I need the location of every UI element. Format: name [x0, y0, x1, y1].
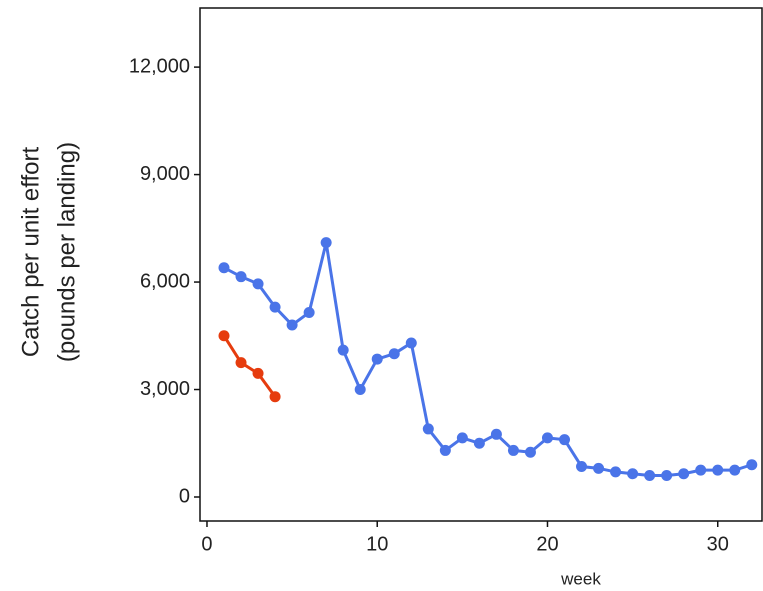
data-point	[422, 423, 434, 435]
x-tick-label: 10	[366, 533, 388, 555]
data-point	[218, 330, 230, 342]
data-point	[218, 262, 230, 274]
y-tick-label: 9,000	[140, 163, 190, 185]
data-point	[371, 353, 383, 365]
data-point	[354, 384, 366, 396]
data-point	[559, 434, 571, 446]
y-axis-label: (pounds per landing)	[53, 142, 80, 362]
x-tick-label: 20	[536, 533, 558, 555]
data-point	[235, 357, 247, 369]
data-point	[337, 344, 349, 356]
y-tick-label: 3,000	[140, 378, 190, 400]
data-point	[627, 468, 639, 480]
data-point	[286, 319, 298, 331]
data-point	[576, 461, 588, 473]
data-point	[712, 464, 724, 476]
data-point	[252, 278, 264, 290]
data-point	[490, 428, 502, 440]
x-tick-label: 0	[201, 533, 212, 555]
series-line	[223, 242, 753, 478]
y-tick-label: 6,000	[140, 270, 190, 292]
data-point	[388, 348, 400, 360]
data-point	[729, 464, 741, 476]
data-point	[746, 459, 758, 471]
data-point	[320, 237, 332, 249]
data-point	[661, 470, 673, 482]
data-point	[252, 367, 264, 379]
data-point	[473, 437, 485, 449]
plot-panel	[199, 7, 763, 522]
data-point	[269, 391, 281, 403]
y-axis-label: Catch per unit effort	[17, 147, 44, 358]
data-point	[235, 271, 247, 283]
data-point	[695, 464, 707, 476]
data-point	[456, 432, 468, 444]
data-point	[507, 444, 519, 456]
data-point	[269, 301, 281, 313]
data-point	[405, 337, 417, 349]
data-point	[303, 307, 315, 319]
data-point	[593, 462, 605, 474]
data-point	[541, 432, 553, 444]
data-point	[678, 468, 690, 480]
data-point	[524, 446, 536, 458]
y-tick-label: 12,000	[129, 55, 190, 77]
x-axis-label: week	[560, 569, 601, 588]
data-point	[439, 444, 451, 456]
y-tick-label: 0	[179, 485, 190, 507]
series-line	[222, 334, 277, 398]
data-point	[644, 470, 656, 482]
x-tick-label: 30	[707, 533, 729, 555]
data-point	[610, 466, 622, 478]
